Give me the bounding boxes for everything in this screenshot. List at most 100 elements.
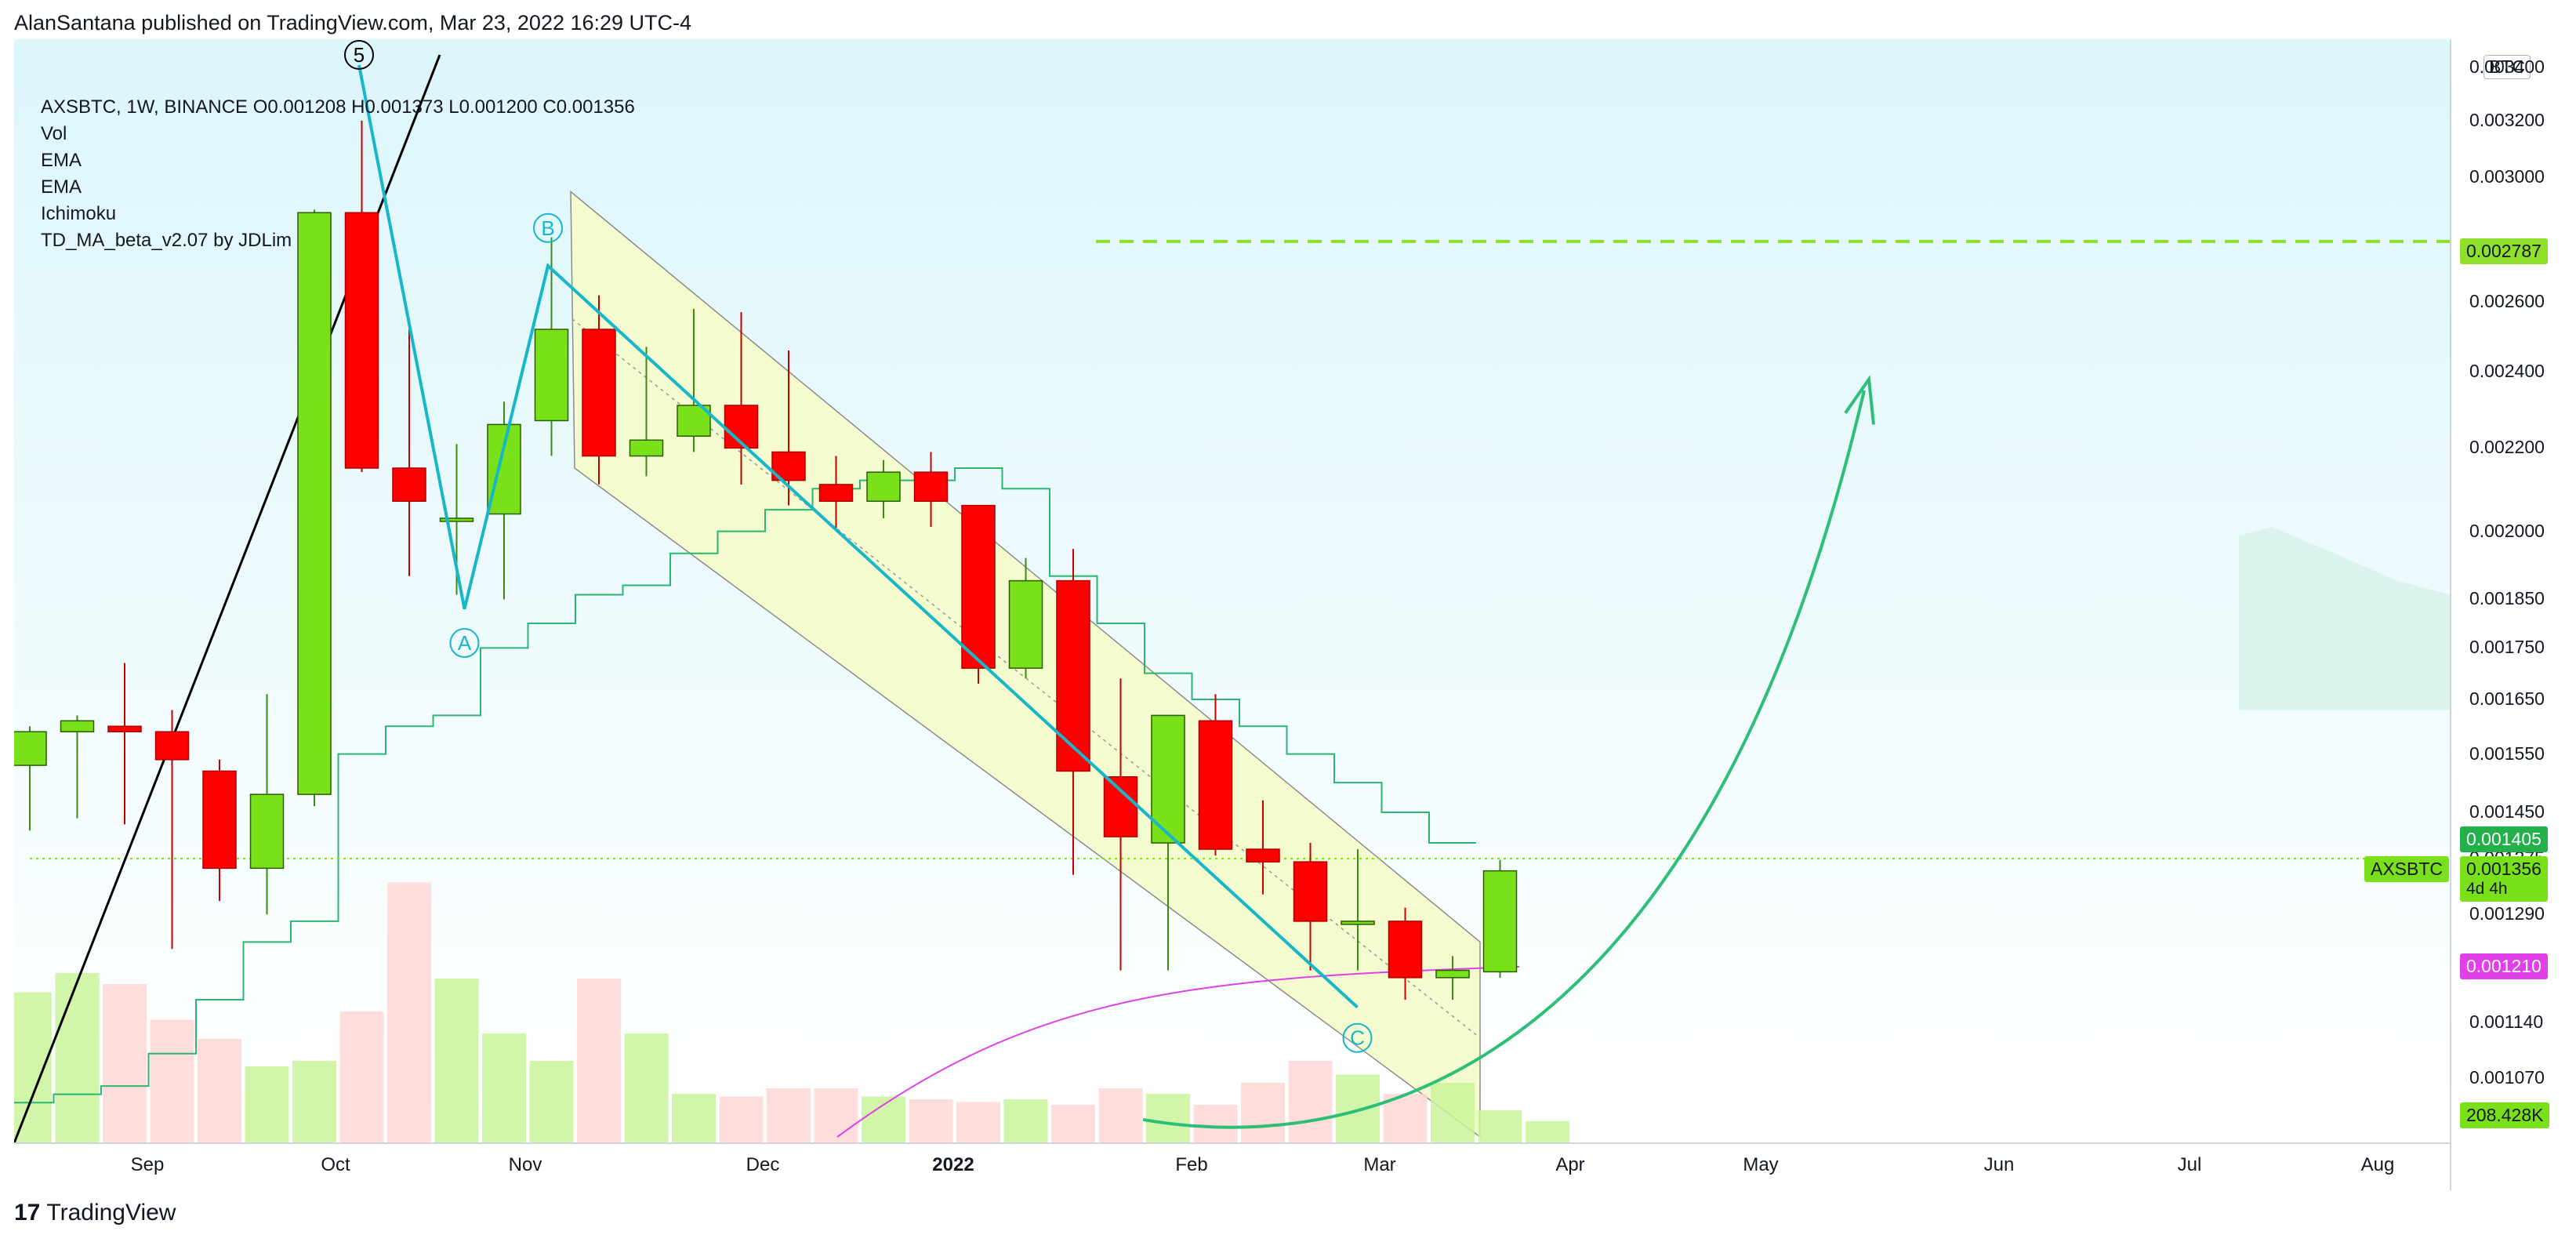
volume-bar: [387, 882, 431, 1143]
volume-bar: [1288, 1061, 1333, 1143]
tradingview-wordmark: TradingView: [46, 1200, 176, 1226]
legend-indicator-ichimoku[interactable]: Ichimoku: [41, 203, 117, 224]
volume-bar: [1241, 1083, 1285, 1143]
candle-body: [249, 794, 285, 870]
price-tick: 0.003400: [2469, 56, 2545, 78]
candle-body: [392, 467, 426, 502]
time-tick: Jul: [2177, 1154, 2202, 1175]
candles: [14, 120, 1518, 1000]
volume-bar: [103, 984, 147, 1143]
volume-bar: [1478, 1110, 1522, 1143]
volume-bar: [339, 1011, 384, 1143]
time-tick: Dec: [746, 1154, 780, 1175]
volume-bar: [1431, 1083, 1475, 1143]
candle-body: [1482, 870, 1518, 973]
volume-bar: [434, 979, 479, 1143]
candle-body: [107, 725, 142, 732]
volume-bar: [1098, 1088, 1143, 1143]
candle-body: [818, 484, 854, 502]
wave-label-five: 5: [354, 43, 365, 67]
ema-line: [836, 965, 1520, 1138]
last-price-tag: 0.001356 4d 4h: [2460, 856, 2548, 902]
candle-body: [154, 731, 190, 761]
volume-bar: [862, 1096, 905, 1143]
time-tick: Mar: [1363, 1154, 1396, 1175]
legend-symbol-line: AXSBTC, 1W, BINANCE O0.001208 H0.001373 …: [41, 96, 635, 118]
candle-body: [534, 329, 569, 422]
candle-body: [14, 731, 47, 766]
elliott-wave: [357, 64, 1359, 1009]
publisher-line: AlanSantana published on TradingView.com…: [14, 11, 692, 34]
currency-label[interactable]: BTC: [2483, 55, 2531, 79]
price-tick: 0.003200: [2469, 109, 2545, 130]
candle-body: [1103, 776, 1138, 837]
time-tick: Apr: [1555, 1154, 1585, 1175]
candle-body: [60, 720, 95, 732]
chart-legend: AXSBTC, 1W, BINANCE O0.001208 H0.001373 …: [41, 94, 635, 254]
chart-area[interactable]: 5 A B C AXSBTC, 1W, BINANCE O0.001208 H0.00…: [14, 39, 2576, 1190]
time-tick: Oct: [321, 1154, 350, 1175]
symbol-tag: AXSBTC: [2364, 856, 2450, 882]
legend-indicator-vol[interactable]: Vol: [41, 123, 67, 144]
volume-bar: [482, 1033, 526, 1143]
projected-recovery-arc: [1142, 390, 1866, 1129]
time-tick: 2022: [932, 1154, 974, 1175]
price-tick: 0.001850: [2469, 588, 2545, 609]
ichimoku-cloud-area: [2239, 527, 2451, 710]
ichimoku-lagging-line: [14, 467, 1476, 1104]
legend-indicator-ema[interactable]: EMA: [41, 150, 82, 171]
volume-bar: [292, 1061, 336, 1143]
time-tick: May: [1743, 1154, 1779, 1175]
candle-body: [344, 212, 379, 469]
wave-labels: 5 A B C: [344, 40, 1373, 1053]
time-tick: Sep: [130, 1154, 165, 1175]
price-tick: 0.001070: [2469, 1066, 2545, 1088]
candle-body: [961, 504, 996, 669]
volume-bar: [624, 1033, 669, 1143]
price-tick: 0.002400: [2469, 361, 2545, 382]
time-tick: Aug: [2360, 1154, 2395, 1175]
projected-arrow-head: [1844, 375, 1875, 425]
price-tick: 0.002600: [2469, 291, 2545, 312]
candle-body: [1198, 720, 1233, 850]
volume-tag: 208.428K: [2460, 1102, 2550, 1128]
volume-bar: [1526, 1121, 1569, 1143]
ema-low-price-tag: 0.001210: [2460, 953, 2548, 979]
volume-bar: [719, 1096, 764, 1143]
wave-label-circle: [449, 628, 480, 659]
candle-body: [582, 329, 616, 457]
volume-bar: [1193, 1105, 1238, 1143]
candle-body: [439, 518, 474, 522]
volume-bar: [150, 1019, 194, 1143]
last-price-value: 0.001356: [2466, 859, 2542, 879]
price-tick: 0.003000: [2469, 165, 2545, 187]
volume-bar: [767, 1088, 811, 1143]
time-tick: Feb: [1175, 1154, 1208, 1175]
price-tick: 0.002200: [2469, 437, 2545, 458]
volume-bar: [1003, 1099, 1048, 1143]
volume-bar: [956, 1102, 1000, 1143]
legend-indicator-td-ma[interactable]: TD_MA_beta_v2.07 by JDLim: [41, 230, 292, 251]
volume-bar: [909, 1099, 953, 1143]
volume-bar: [198, 1039, 241, 1143]
candle-body: [1056, 579, 1090, 772]
price-tick: 0.001650: [2469, 688, 2545, 709]
candle-body: [629, 439, 664, 457]
tradingview-icon: 17: [14, 1200, 41, 1226]
candle-body: [297, 212, 332, 795]
price-tick: 0.001290: [2469, 903, 2545, 924]
time-tick: Nov: [508, 1154, 542, 1175]
legend-indicator-ema-2[interactable]: EMA: [41, 176, 82, 198]
volume-bar: [577, 979, 621, 1143]
candle-body: [202, 770, 237, 870]
bar-countdown: 4d 4h: [2466, 880, 2508, 898]
candle-body: [866, 471, 901, 502]
volume-bar: [672, 1094, 716, 1143]
volume-bars: [14, 882, 1569, 1143]
volume-bar: [1051, 1105, 1095, 1143]
tradingview-logo[interactable]: 17 TradingView: [14, 1200, 176, 1226]
candle-body: [913, 471, 949, 502]
chart-canvas[interactable]: 5 A B C: [14, 39, 2576, 1190]
volume-bar: [529, 1061, 574, 1143]
wave-label-circle: [533, 212, 563, 243]
